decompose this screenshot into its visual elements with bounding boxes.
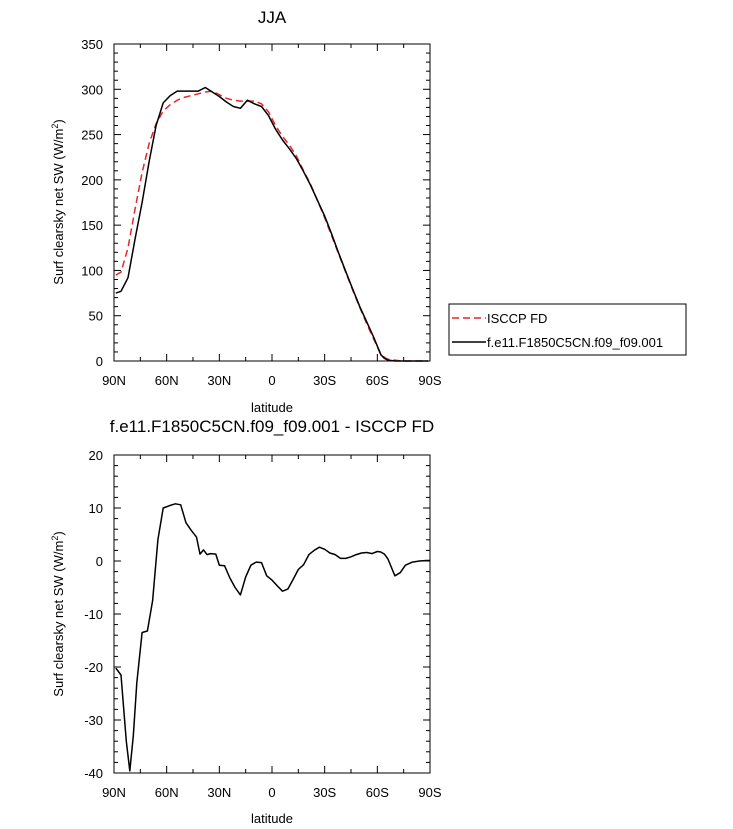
x-tick-label: 30S (313, 373, 336, 388)
bottom-chart-ylabel: Surf clearsky net SW (W/m2) (50, 531, 66, 696)
top-chart-ylabel: Surf clearsky net SW (W/m2) (50, 119, 66, 284)
bottom-plot-area: 90N 60N 30N 0 30S 60S 90S -40 -30 -20 -10 0 10 20 (84, 448, 442, 800)
y-tick-label: -20 (84, 660, 103, 675)
bottom-chart-xlabel: latitude (251, 811, 293, 826)
y-tick-label: 0 (96, 354, 103, 369)
bottom-chart-title: f.e11.F1850C5CN.f09_f09.001 - ISCCP FD (110, 417, 434, 436)
x-tick-label: 60N (155, 785, 179, 800)
x-tick-label: 60S (366, 373, 389, 388)
top-plot-area: 90N 60N 30N 0 30S 60S 90S 0 50 100 150 200 250 300 350 (81, 37, 442, 388)
bottom-chart: f.e11.F1850C5CN.f09_f09.001 - ISCCP FD 9… (50, 417, 442, 826)
top-chart: JJA 90N 60N 30N 0 30S 60S 90S 0 50 100 150 200 250 30… (50, 8, 687, 415)
x-tick-label: 90S (418, 373, 441, 388)
x-tick-label: 0 (268, 785, 275, 800)
y-tick-label: -10 (84, 607, 103, 622)
y-tick-label: 10 (89, 501, 103, 516)
y-tick-label: 0 (96, 554, 103, 569)
x-tick-label: 90N (102, 373, 126, 388)
x-tick-label: 90S (418, 785, 441, 800)
legend: ISCCP FD f.e11.F1850C5CN.f09_f09.001 (448, 303, 687, 356)
legend-label-isccp: ISCCP FD (487, 311, 547, 326)
y-tick-label: 150 (81, 218, 103, 233)
y-tick-label: 200 (81, 173, 103, 188)
top-chart-title: JJA (258, 8, 287, 27)
plot-frame (113, 454, 431, 774)
legend-label-model: f.e11.F1850C5CN.f09_f09.001 (487, 335, 663, 350)
x-tick-label: 30N (207, 785, 231, 800)
x-tick-label: 60S (366, 785, 389, 800)
plot-frame (113, 43, 431, 362)
y-tick-label: 300 (81, 82, 103, 97)
series-line-f-e11-f1850c5cn-f09-f09-001 (115, 86, 429, 362)
y-tick-label: 50 (89, 309, 103, 324)
y-tick-label: -40 (84, 766, 103, 781)
y-tick-label: -30 (84, 713, 103, 728)
x-tick-label: 90N (102, 785, 126, 800)
legend-box (448, 303, 687, 356)
x-tick-label: 0 (268, 373, 275, 388)
x-tick-label: 30S (313, 785, 336, 800)
series-line-isccp-fd (115, 90, 429, 362)
y-tick-label: 100 (81, 263, 103, 278)
top-chart-xlabel: latitude (251, 400, 293, 415)
x-tick-label: 30N (207, 373, 231, 388)
y-tick-label: 250 (81, 128, 103, 143)
y-tick-label: 20 (89, 448, 103, 463)
x-tick-label: 60N (155, 373, 179, 388)
series-line-difference (115, 503, 430, 772)
y-tick-label: 350 (81, 37, 103, 52)
